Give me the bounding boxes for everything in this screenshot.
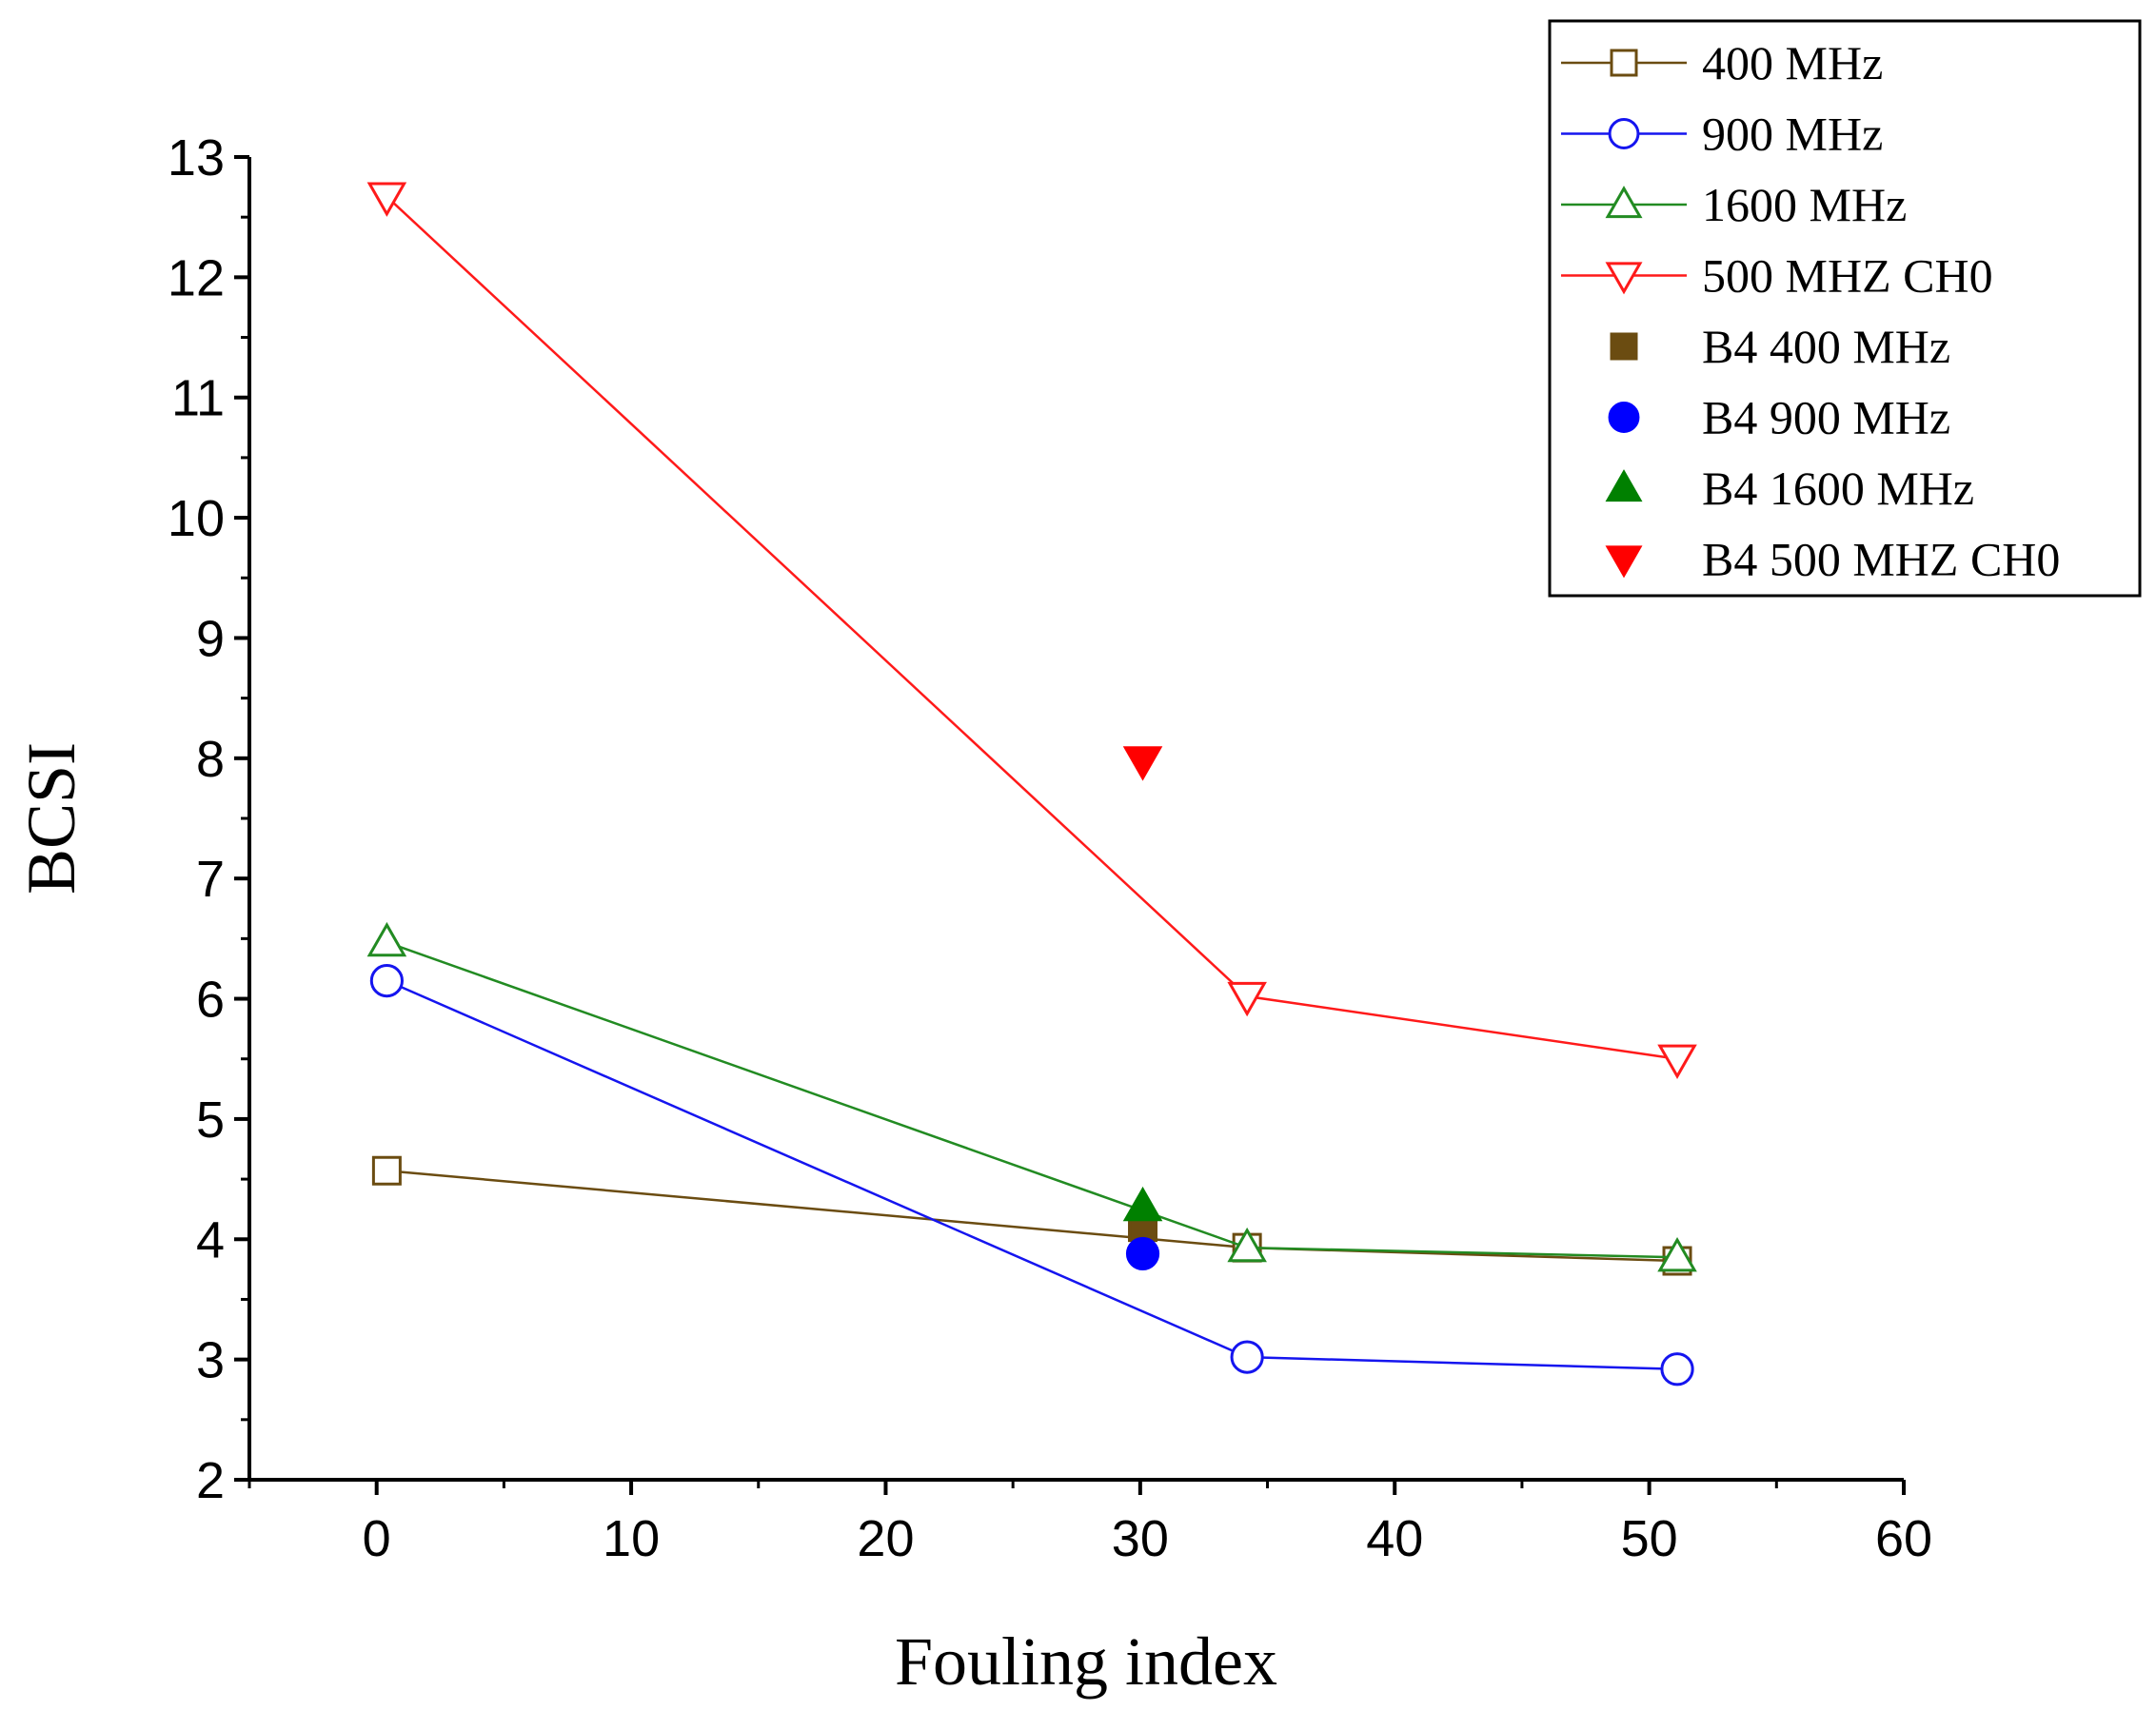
series-line-500-mhz-ch0 <box>386 195 1678 1060</box>
series-1600-mhz <box>366 921 1697 1272</box>
legend-marker-b4-900-mhz <box>1608 402 1640 433</box>
series-500-mhz-ch0 <box>366 182 1697 1079</box>
x-tick-label: 60 <box>1875 1510 1932 1567</box>
series-line-400-mhz <box>386 1170 1678 1263</box>
series-b4-900-mhz <box>1125 1236 1160 1271</box>
series-line-1600-mhz <box>386 940 1678 1259</box>
legend-label-1600-mhz: 1600 MHz <box>1702 178 1907 231</box>
y-tick-label: 3 <box>196 1332 225 1389</box>
series-layer <box>366 182 1697 1386</box>
legend: 400 MHz 900 MHz 1600 MHz 500 MHZ CH0 B4 400 … <box>1548 19 2142 598</box>
legend-label-b4-500-mhz-ch0: B4 500 MHZ CH0 <box>1702 533 2060 586</box>
legend-marker-b4-500-mhz-ch0 <box>1605 545 1643 579</box>
legend-label-b4-400-mhz: B4 400 MHz <box>1702 320 1950 373</box>
data-point-900-mhz <box>1230 1340 1264 1374</box>
data-point-b4-1600-mhz <box>1122 1186 1163 1222</box>
series-900-mhz <box>369 963 1694 1386</box>
legend-label-500-mhz-ch0: 500 MHZ CH0 <box>1702 249 1993 303</box>
data-point-b4-900-mhz <box>1125 1236 1160 1271</box>
legend-marker-b4-400-mhz <box>1610 332 1638 361</box>
y-tick-label: 2 <box>196 1452 225 1509</box>
series-b4-1600-mhz <box>1122 1186 1163 1222</box>
legend-box <box>1548 19 2142 598</box>
legend-label-400-mhz: 400 MHz <box>1702 36 1883 89</box>
data-point-500-mhz-ch0 <box>366 182 407 217</box>
y-tick-label: 7 <box>196 851 225 908</box>
legend-marker-b4-1600-mhz <box>1605 469 1643 502</box>
legend-label-900-mhz: 900 MHz <box>1702 108 1883 161</box>
data-point-900-mhz <box>369 963 404 998</box>
series-b4-500-mhz-ch0 <box>1122 746 1163 781</box>
legend-marker-900-mhz <box>1608 118 1640 149</box>
legend-marker-400-mhz <box>1610 49 1638 77</box>
legend-marker-1600-mhz <box>1605 186 1643 219</box>
data-point-500-mhz-ch0 <box>1227 981 1267 1017</box>
y-tick-label: 4 <box>196 1211 225 1268</box>
x-tick-label: 0 <box>363 1510 391 1567</box>
data-point-400-mhz <box>371 1155 402 1186</box>
y-tick-label: 10 <box>168 490 225 547</box>
x-tick-label: 10 <box>603 1510 660 1567</box>
legend-label-b4-900-mhz: B4 900 MHz <box>1702 391 1950 444</box>
y-tick-label: 12 <box>168 249 225 306</box>
series-line-900-mhz <box>386 979 1678 1370</box>
axes: 2 3 4 5 6 7 8 9 10 11 12 13 0 10 20 30 40 50 60 <box>168 129 1932 1567</box>
x-tick-label: 40 <box>1366 1510 1423 1567</box>
y-tick-label: 5 <box>196 1092 225 1149</box>
data-point-1600-mhz <box>1227 1227 1267 1263</box>
y-tick-label: 11 <box>171 370 225 427</box>
y-tick-label: 9 <box>196 610 225 667</box>
y-tick-label: 13 <box>168 129 225 187</box>
data-point-b4-500-mhz-ch0 <box>1122 746 1163 781</box>
data-point-500-mhz-ch0 <box>1657 1044 1697 1079</box>
data-point-1600-mhz <box>366 921 407 957</box>
legend-label-b4-1600-mhz: B4 1600 MHz <box>1702 462 1974 515</box>
data-point-1600-mhz <box>1657 1237 1697 1272</box>
series-400-mhz <box>371 1155 1692 1276</box>
x-tick-label: 20 <box>857 1510 914 1567</box>
data-point-900-mhz <box>1660 1352 1694 1386</box>
x-tick-label: 50 <box>1621 1510 1678 1567</box>
y-axis-title: BCSI <box>13 742 89 895</box>
y-tick-label: 6 <box>196 972 225 1029</box>
x-axis-title: Fouling index <box>895 1623 1277 1700</box>
y-tick-label: 8 <box>196 731 225 788</box>
x-tick-label: 30 <box>1112 1510 1169 1567</box>
legend-marker-500-mhz-ch0 <box>1605 262 1643 295</box>
